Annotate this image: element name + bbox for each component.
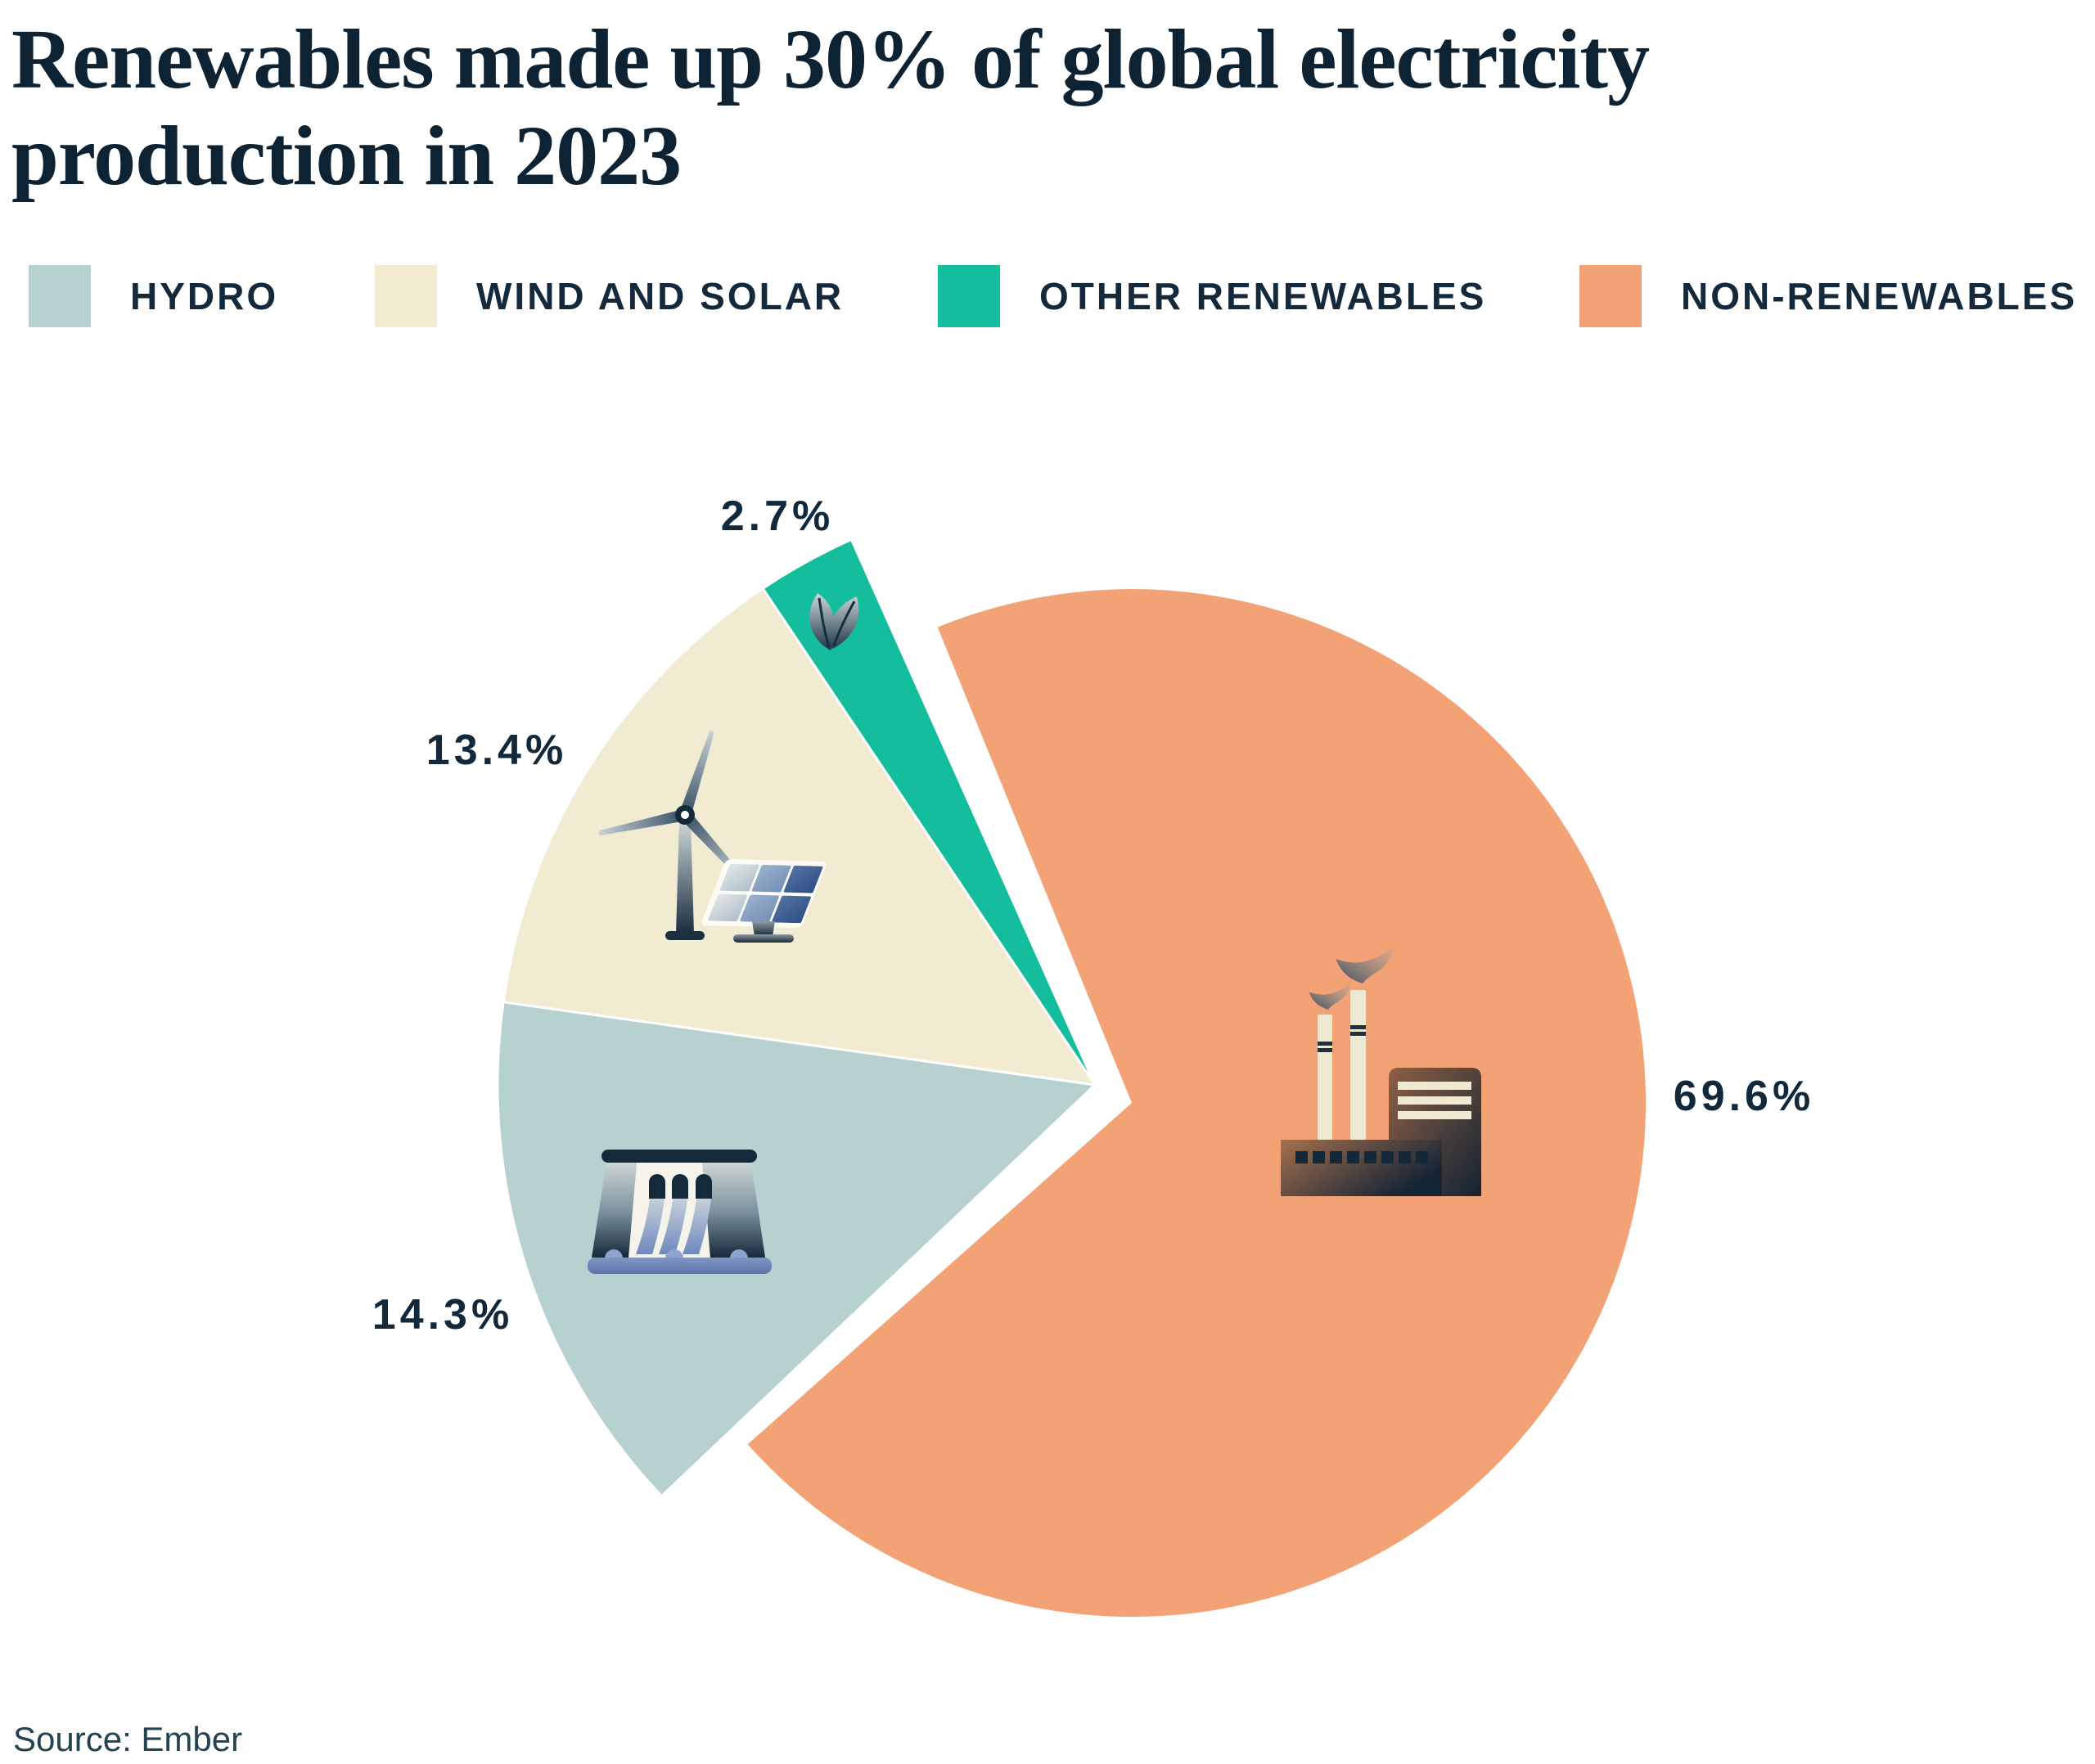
legend: HYDRO WIND AND SOLAR OTHER RENEWABLES NO…: [0, 265, 2095, 327]
hydro-dam-icon: [588, 1150, 772, 1274]
slice-label-other-renewables: 2.7%: [720, 493, 835, 540]
factory-icon: [1281, 944, 1481, 1196]
slice-label-hydro: 14.3%: [372, 1291, 514, 1339]
legend-label-other-renewables: OTHER RENEWABLES: [1039, 275, 1487, 317]
smoke-icon: [1309, 981, 1350, 1010]
pie-slices: [496, 538, 1647, 1618]
solar-panel-icon: [701, 858, 827, 943]
wind-and-solar-swatch: [375, 265, 437, 327]
source-note: Source: Ember: [13, 1720, 243, 1758]
slice-label-wind-and-solar: 13.4%: [426, 727, 568, 774]
pie-slice: [761, 538, 1097, 1087]
legend-label-hydro: HYDRO: [130, 275, 279, 317]
leaf-icon: [809, 593, 859, 650]
smoke-icon: [1336, 944, 1394, 983]
hydro-swatch: [29, 265, 91, 327]
legend-label-non-renewables: NON-RENEWABLES: [1681, 275, 2078, 317]
non-renewables-swatch: [1579, 265, 1642, 327]
legend-item-wind-and-solar: WIND AND SOLAR: [375, 265, 844, 327]
legend-label-wind-and-solar: WIND AND SOLAR: [476, 275, 845, 317]
page-title: Renewables made up 30% of global electri…: [11, 12, 1650, 203]
pie-slice: [747, 589, 1647, 1618]
pie-slice: [502, 587, 1097, 1087]
other-renewables-swatch: [938, 265, 1000, 327]
slice-label-non-renewables: 69.6%: [1673, 1073, 1815, 1120]
pie-slice: [496, 1001, 1097, 1497]
legend-item-other-renewables: OTHER RENEWABLES: [938, 265, 1486, 327]
legend-item-non-renewables: NON-RENEWABLES: [1579, 265, 2077, 327]
legend-item-hydro: HYDRO: [29, 265, 278, 327]
